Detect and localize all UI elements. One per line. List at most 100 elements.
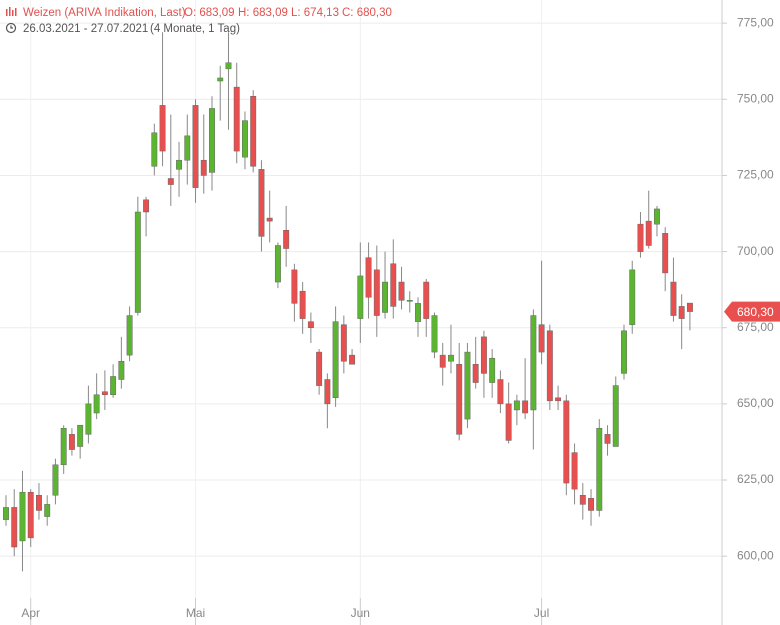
candle-body (530, 315, 537, 411)
candle-body (448, 354, 454, 362)
candle-body (431, 315, 438, 353)
candle-body (85, 403, 92, 435)
candle-body (588, 498, 594, 511)
candle-body (678, 306, 685, 319)
chart-title: Weizen (ARIVA Indikation, Last) (23, 7, 186, 19)
candle-body (266, 217, 273, 222)
candle-body (563, 400, 570, 484)
candle-body (159, 105, 166, 152)
candle-body (398, 281, 405, 301)
ohlc-label: O: 683,09 (184, 7, 235, 19)
candles (3, 32, 693, 572)
y-tick-label: 625,00 (737, 472, 774, 486)
candle-body (522, 400, 529, 414)
candle-body (579, 494, 586, 505)
candle-body (3, 507, 9, 520)
candle-body (200, 159, 207, 176)
x-tick-label: Apr (21, 606, 40, 620)
candle-body (283, 230, 290, 249)
candle-body (93, 394, 100, 414)
candle-body (439, 354, 446, 368)
candle-body (456, 364, 463, 435)
candle-body (110, 376, 117, 395)
candle-body (645, 220, 652, 246)
candle-body (349, 354, 356, 365)
y-tick-label: 700,00 (737, 244, 774, 258)
candle-body (242, 120, 248, 158)
candle-body (316, 351, 323, 386)
candle-body (118, 360, 125, 380)
candle-body (167, 178, 174, 185)
candle-body (423, 281, 430, 319)
grid (0, 0, 727, 625)
candle-body (340, 324, 347, 362)
candle-body (151, 132, 158, 167)
candle-body (480, 336, 487, 374)
candle-body (365, 257, 372, 298)
candle-body (291, 269, 298, 304)
candle-body (184, 135, 191, 161)
candle-body (233, 86, 240, 152)
candle-body (637, 223, 644, 252)
candle-body (52, 464, 59, 496)
clock-icon (5, 22, 17, 34)
candle-body (571, 452, 578, 490)
candle-body (604, 434, 611, 444)
candle-body (192, 105, 199, 188)
candle-body (629, 269, 636, 325)
candle-body (225, 62, 232, 70)
y-tick-label: 650,00 (737, 396, 774, 410)
candle-body (36, 494, 42, 511)
y-tick-label: 725,00 (737, 168, 774, 182)
x-tick-label: Jun (351, 606, 370, 620)
candle-body (670, 281, 677, 316)
candle-body (415, 303, 421, 322)
candle-body (390, 263, 397, 307)
candle-body (11, 507, 18, 548)
candle-body (250, 95, 257, 167)
candle-body (217, 77, 224, 82)
candle-body (68, 434, 75, 450)
ohlc-label: L: 674,13 (291, 7, 339, 19)
candle-body (19, 491, 26, 542)
candle-body (299, 290, 306, 319)
y-tick-label: 750,00 (737, 91, 774, 105)
candle-body (143, 199, 150, 213)
last-price-label: 680,30 (737, 305, 774, 319)
candle-body (274, 245, 281, 283)
period: 26.03.2021 - 27.07.2021 (23, 23, 148, 35)
y-tick-label: 775,00 (737, 15, 774, 29)
candle-body (538, 324, 545, 353)
x-tick-label: Jul (534, 606, 549, 620)
ohlc-label: H: 683,09 (238, 7, 288, 19)
candle-body (332, 321, 339, 399)
last-price-tag (724, 301, 780, 322)
candle-body (612, 385, 619, 447)
candle-body (258, 169, 265, 237)
candle-body (513, 400, 520, 411)
candle-body (357, 275, 364, 319)
candle-body (546, 330, 553, 402)
candle-body (505, 403, 512, 441)
candle-body (60, 427, 67, 466)
candle-body (44, 504, 51, 517)
candle-body (555, 397, 562, 402)
candle-body (662, 233, 669, 274)
y-tick-label: 600,00 (737, 548, 774, 562)
candle-body (406, 300, 413, 302)
header-icon (6, 7, 17, 16)
candle-body (654, 208, 660, 225)
candle-body (373, 269, 380, 316)
period-note: (4 Monate, 1 Tag) (150, 23, 240, 35)
candle-body (464, 351, 471, 420)
candle-body (27, 491, 34, 539)
candle-body (489, 357, 496, 383)
x-tick-label: Mai (186, 606, 205, 620)
candle-body (101, 391, 108, 395)
candle-body (497, 379, 504, 405)
y-tick-label: 675,00 (737, 320, 774, 334)
candle-body (77, 424, 84, 447)
candle-body (686, 302, 693, 312)
candle-body (307, 321, 314, 328)
ohlc-label: C: 680,30 (342, 7, 392, 19)
